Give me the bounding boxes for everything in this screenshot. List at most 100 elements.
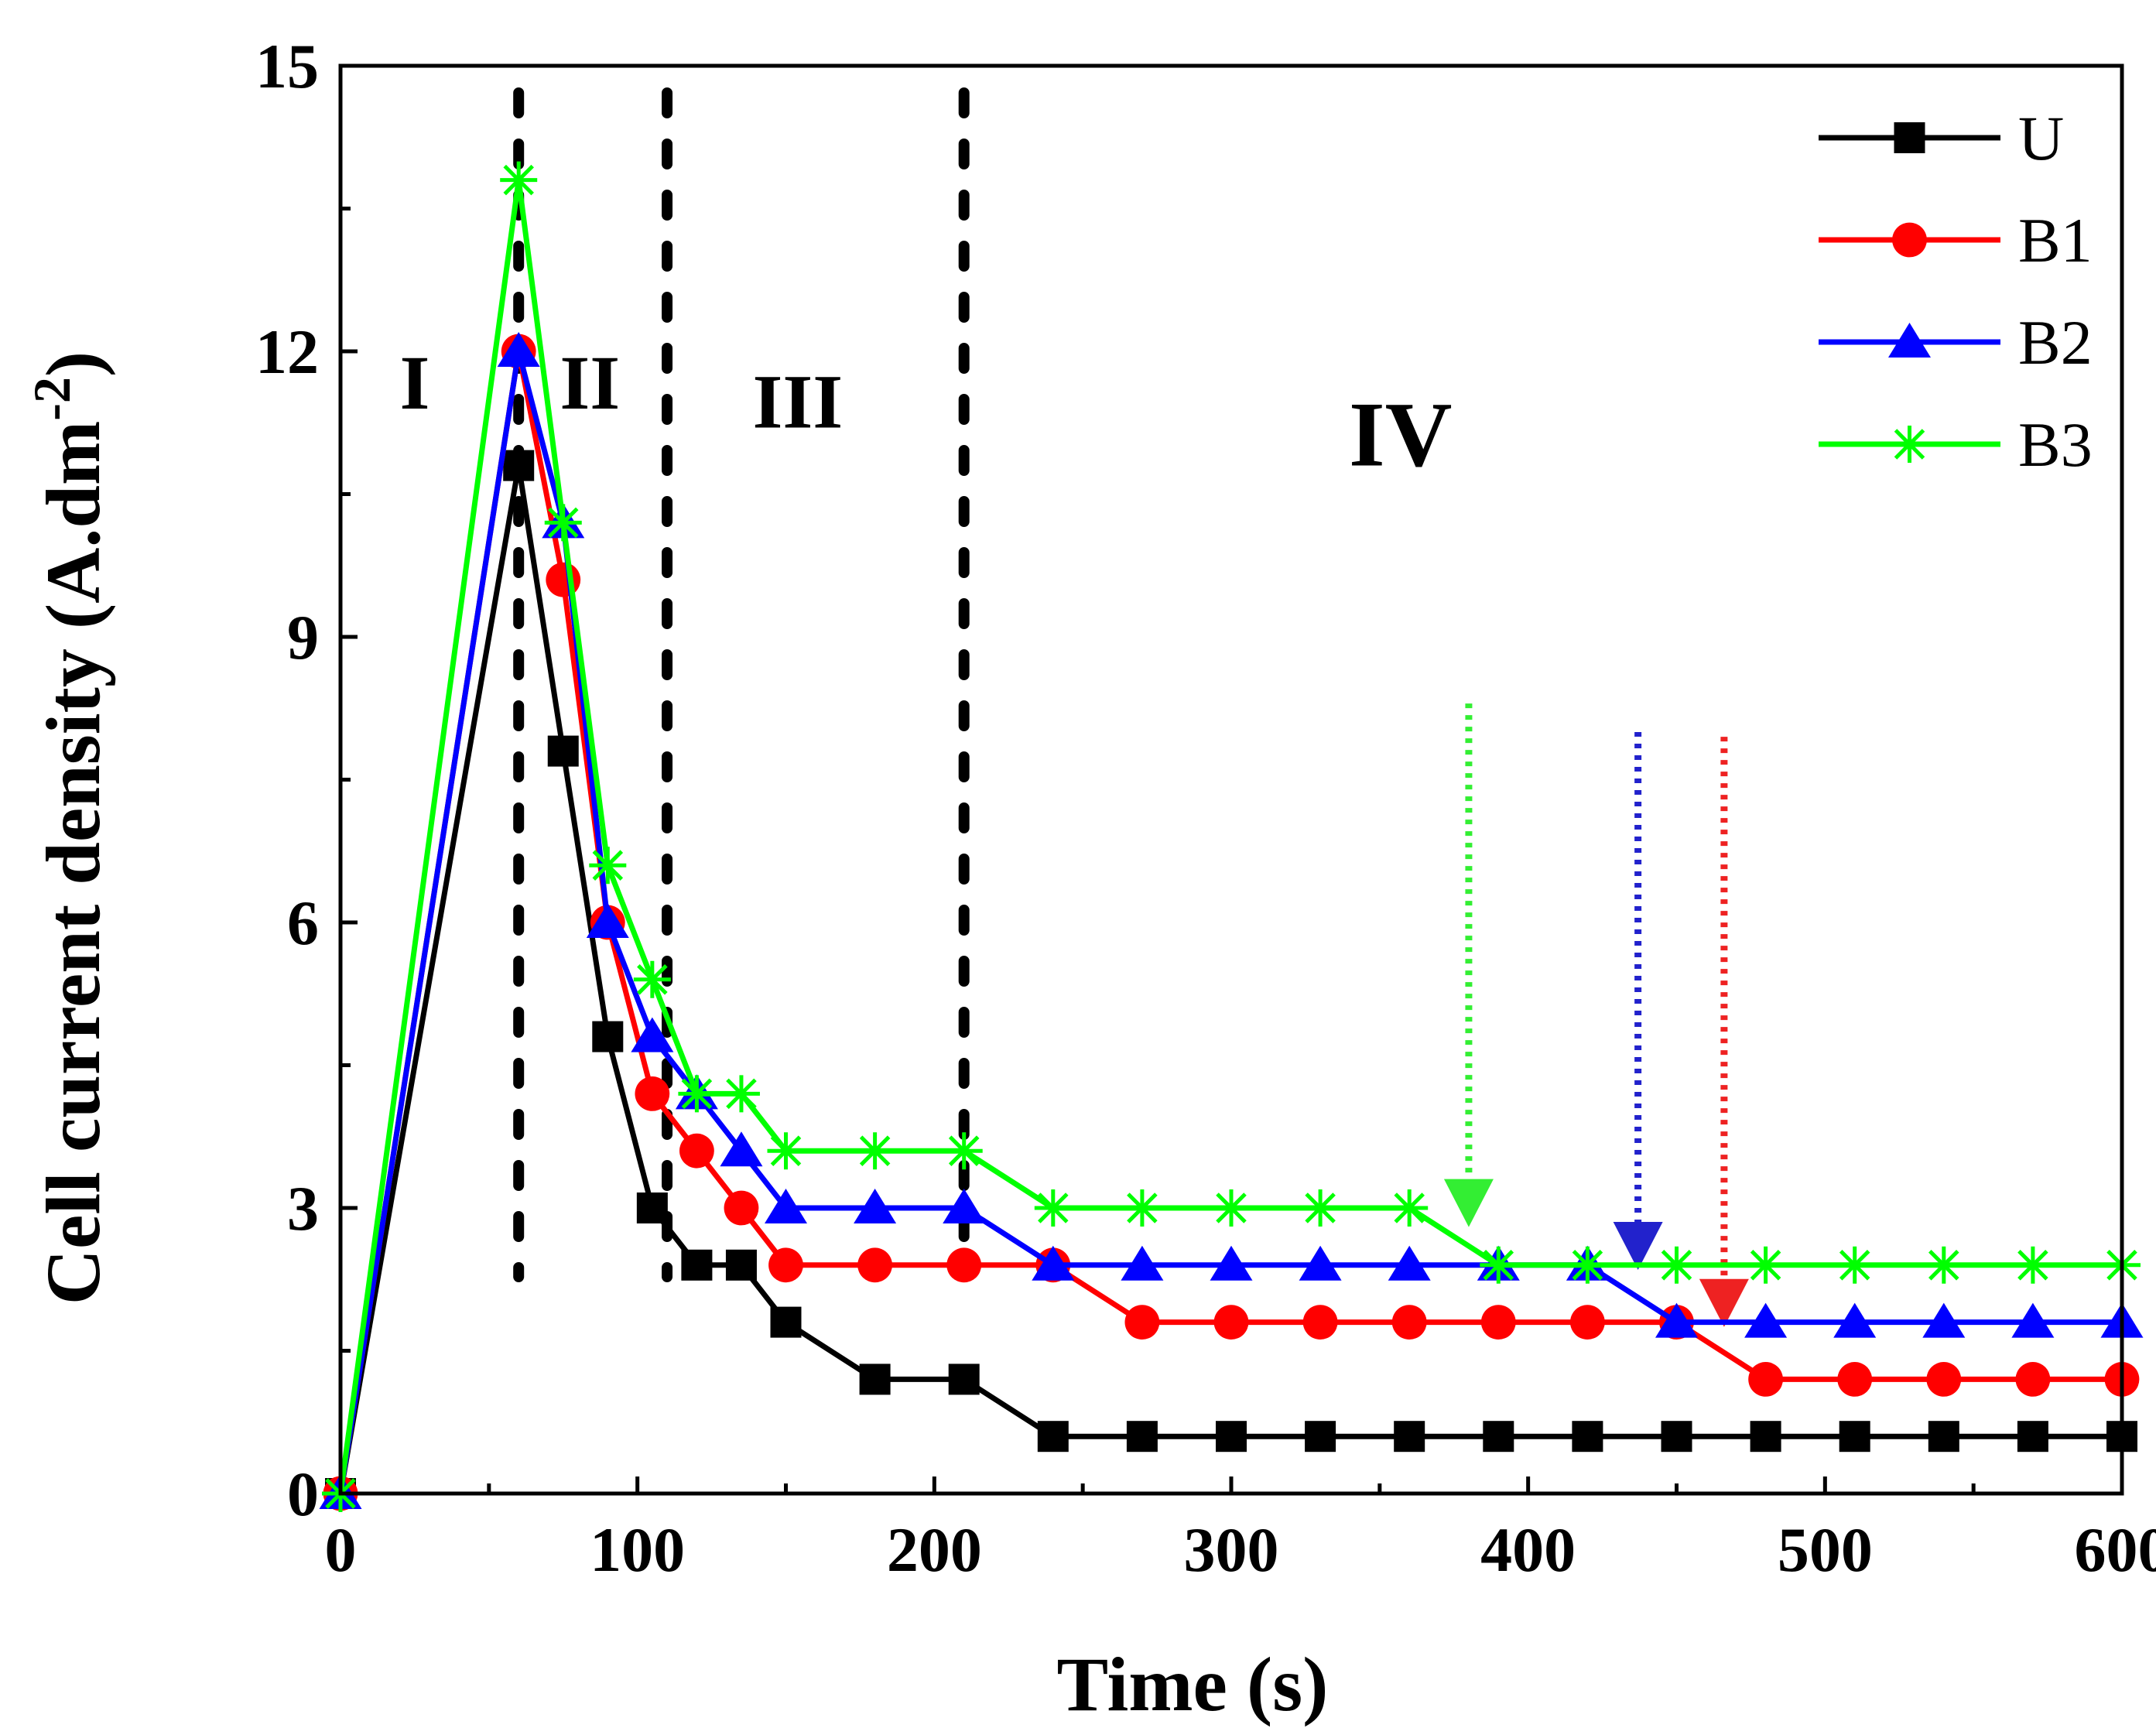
marker-asterisk — [1836, 1246, 1874, 1284]
marker-circle — [857, 1247, 892, 1283]
marker-circle — [724, 1190, 759, 1226]
x-tick-label: 500 — [1778, 1514, 1873, 1585]
annotation-arrow-head — [1699, 1278, 1749, 1327]
marker-asterisk — [1658, 1246, 1696, 1284]
marker-asterisk — [1302, 1189, 1340, 1227]
y-axis-title-superscript: -2 — [22, 377, 81, 421]
marker-circle — [1837, 1362, 1873, 1397]
marker-circle — [1391, 1305, 1427, 1340]
marker-asterisk — [856, 1132, 894, 1170]
region-labels: I II III IV — [399, 340, 1452, 486]
marker-asterisk-stroke — [1038, 1192, 1069, 1223]
marker-asterisk-stroke — [1483, 1250, 1514, 1281]
annotation-arrow-head — [1443, 1179, 1494, 1227]
marker-circle — [1892, 222, 1927, 258]
marker-asterisk — [633, 960, 671, 998]
marker-square — [1394, 1421, 1425, 1453]
marker-triangle — [586, 903, 629, 938]
marker-square — [547, 735, 579, 767]
marker-triangle — [1655, 1302, 1698, 1338]
marker-asterisk-stroke — [1661, 1250, 1692, 1281]
marker-triangle — [1032, 1245, 1075, 1281]
marker-triangle — [1388, 1245, 1431, 1281]
marker-square — [2017, 1421, 2048, 1453]
legend-item-U: U — [1819, 103, 2064, 173]
marker-circle — [1926, 1362, 1962, 1397]
marker-triangle — [943, 1189, 986, 1223]
marker-asterisk-stroke — [592, 850, 624, 881]
marker-circle — [1124, 1305, 1160, 1340]
x-tick-label: 300 — [1184, 1514, 1279, 1585]
y-tick-label: 3 — [287, 1173, 319, 1244]
annotation-arrow — [1613, 732, 1663, 1270]
marker-square — [1839, 1421, 1870, 1453]
marker-asterisk — [1480, 1246, 1518, 1284]
marker-asterisk-stroke — [503, 164, 534, 196]
marker-asterisk-stroke — [2017, 1250, 2048, 1281]
marker-asterisk — [589, 847, 627, 885]
marker-asterisk — [767, 1132, 805, 1170]
annotation-arrow — [1443, 703, 1494, 1227]
marker-asterisk — [945, 1132, 983, 1170]
x-tick-label: 600 — [2075, 1514, 2156, 1585]
marker-circle — [1748, 1362, 1784, 1397]
marker-triangle — [2011, 1302, 2055, 1338]
marker-triangle — [854, 1189, 897, 1223]
marker-circle — [768, 1247, 803, 1283]
marker-asterisk-stroke — [1394, 1192, 1425, 1223]
legend-item-B3: B3 — [1819, 409, 2093, 480]
marker-asterisk-stroke — [1750, 1250, 1781, 1281]
y-axis-title-close: ) — [30, 351, 116, 377]
legend-item-B2: B2 — [1819, 307, 2093, 378]
marker-asterisk-stroke — [1894, 429, 1925, 460]
y-tick-label: 9 — [287, 602, 319, 672]
marker-asterisk — [1034, 1189, 1072, 1227]
marker-triangle — [1922, 1302, 1966, 1338]
marker-asterisk-stroke — [1216, 1192, 1247, 1223]
marker-square — [725, 1249, 757, 1281]
region-label: I — [399, 340, 429, 426]
legend-label: B1 — [2018, 205, 2093, 275]
marker-asterisk-stroke — [547, 507, 579, 539]
marker-circle — [679, 1133, 714, 1169]
marker-triangle — [497, 332, 540, 367]
marker-asterisk-stroke — [859, 1135, 891, 1166]
marker-circle — [1302, 1305, 1338, 1340]
marker-square — [1572, 1421, 1603, 1453]
marker-asterisk — [1123, 1189, 1161, 1227]
marker-triangle — [631, 1017, 674, 1052]
marker-triangle — [1121, 1245, 1164, 1281]
y-tick-label: 6 — [287, 888, 319, 958]
y-axis-title: Cell current density (A.dm-2) — [22, 351, 116, 1305]
marker-square — [1037, 1421, 1069, 1453]
marker-square — [859, 1364, 891, 1395]
legend-label: U — [2018, 103, 2064, 173]
series-B3 — [322, 161, 2141, 1512]
y-tick-label: 15 — [255, 31, 319, 101]
marker-asterisk-stroke — [1127, 1192, 1158, 1223]
marker-asterisk-stroke — [770, 1135, 802, 1166]
marker-asterisk — [1891, 426, 1928, 463]
marker-triangle — [765, 1189, 807, 1223]
marker-asterisk — [500, 161, 538, 199]
series-U — [325, 450, 2137, 1509]
tick-labels: 0 100 200 300 400 500 600 0 3 6 9 12 15 — [255, 31, 2156, 1585]
marker-asterisk — [1925, 1246, 1963, 1284]
marker-circle — [1480, 1305, 1516, 1340]
legend-item-B1: B1 — [1819, 205, 2093, 275]
region-label: IV — [1349, 383, 1452, 486]
marker-square — [636, 1192, 668, 1223]
y-axis-title-main: Cell current density (A.dm — [30, 421, 116, 1305]
marker-asterisk-stroke — [637, 964, 668, 995]
marker-asterisk-stroke — [681, 1078, 713, 1110]
marker-triangle — [1210, 1245, 1253, 1281]
y-tick-label: 0 — [287, 1459, 319, 1529]
region-boundaries — [513, 87, 970, 1282]
region-label: II — [560, 340, 620, 426]
marker-square — [770, 1306, 802, 1338]
annotation-arrow-head — [1613, 1221, 1663, 1270]
data-series — [319, 161, 2144, 1512]
x-tick-label: 400 — [1480, 1514, 1576, 1585]
axes — [338, 63, 2124, 1496]
marker-square — [1216, 1421, 1247, 1453]
